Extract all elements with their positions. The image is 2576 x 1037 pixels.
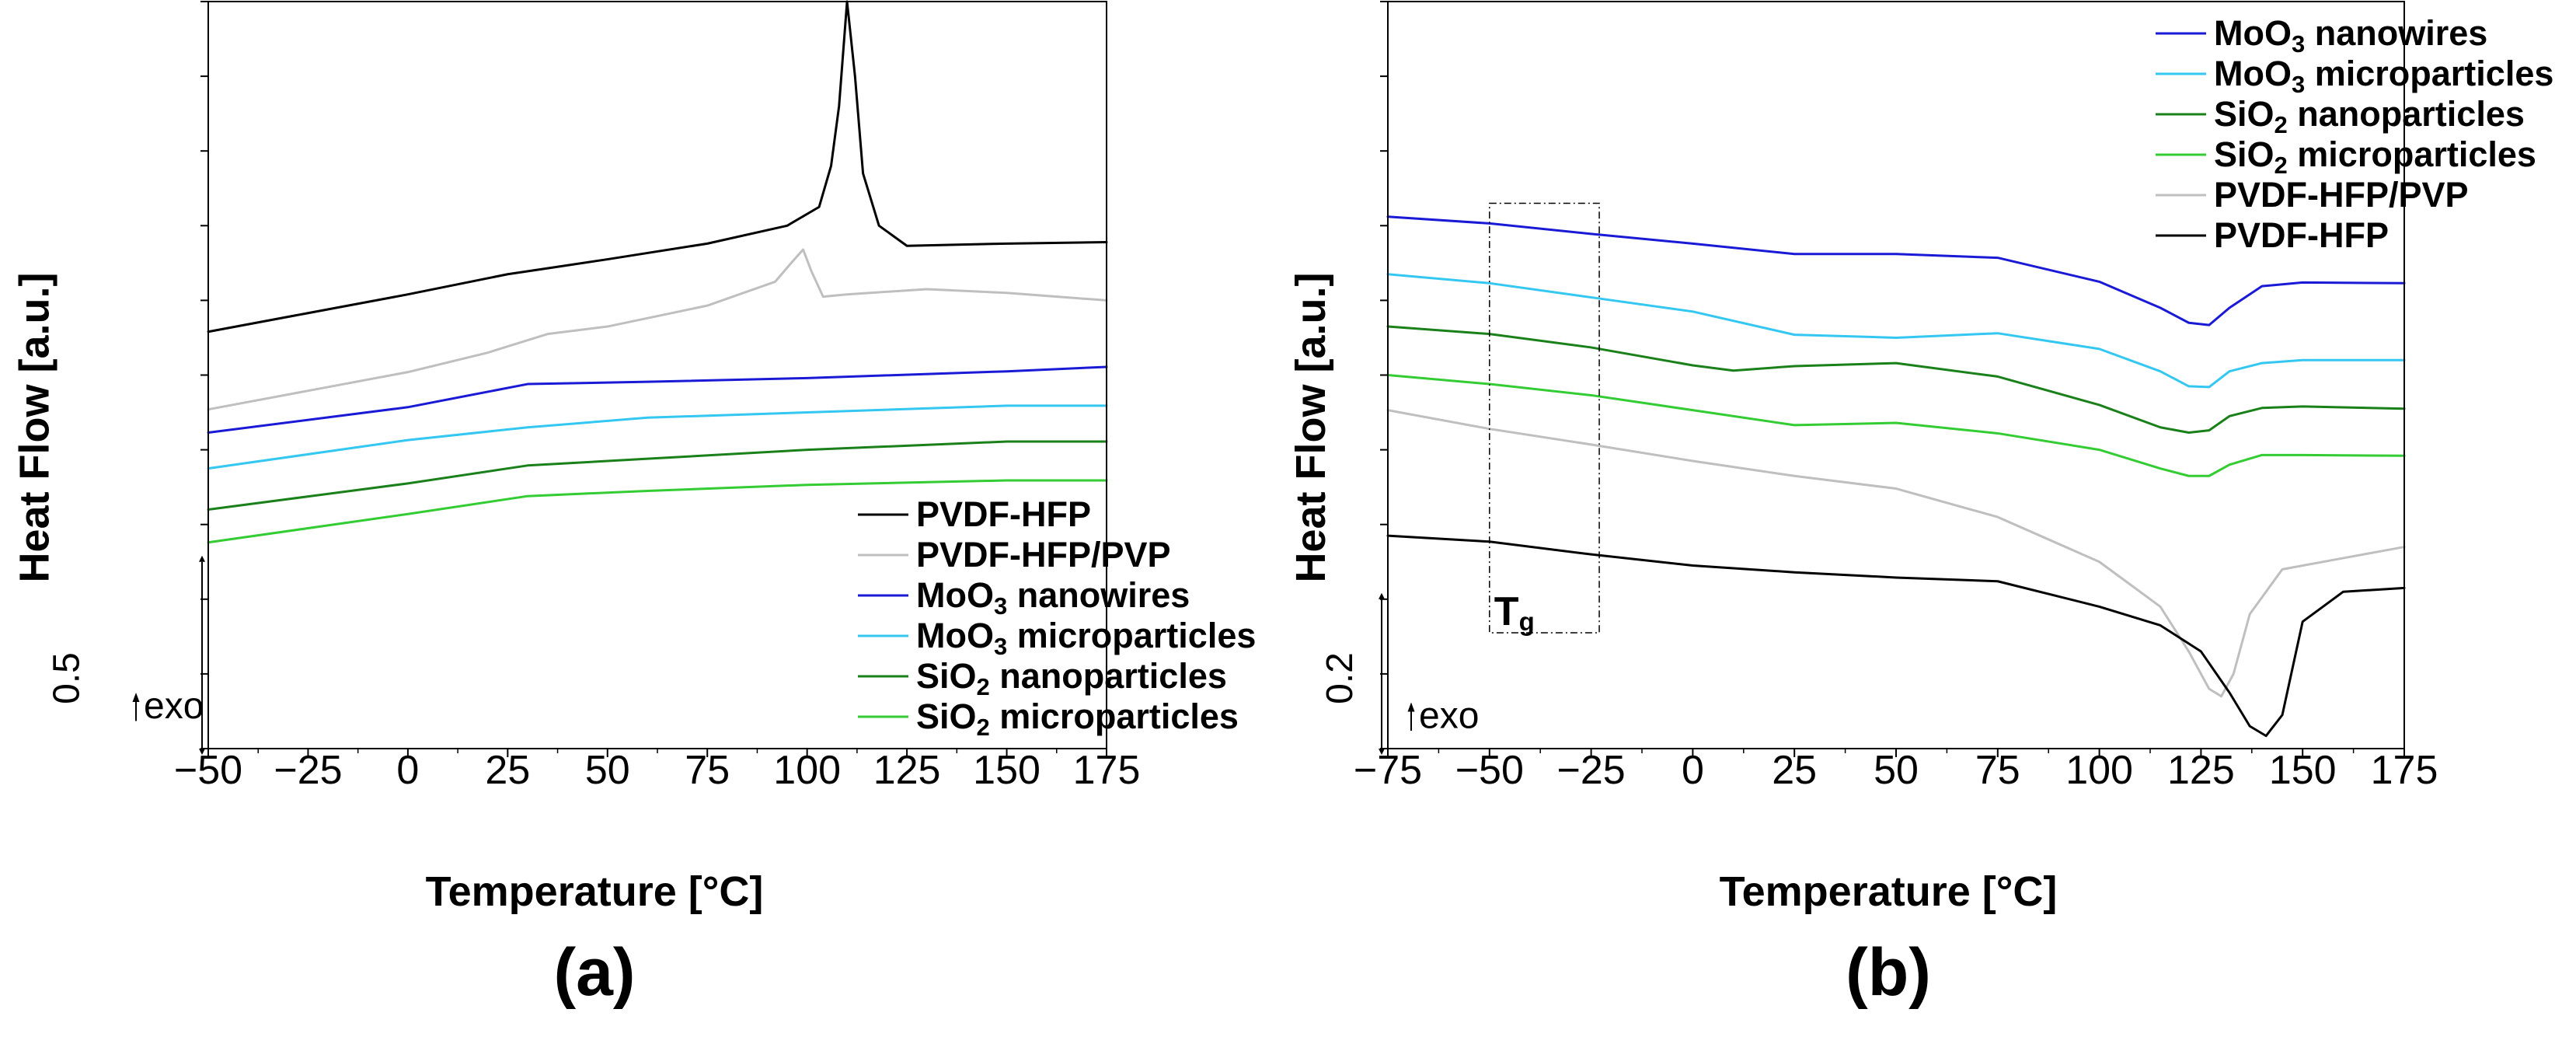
chart-panel-a: −50 −25 0 25 50 75 100 125 150 175 0.5 exo Heat F…	[12, 0, 1256, 1010]
x-tick-label: −25	[1556, 748, 1625, 793]
series-line-moo3-nanowires	[1386, 215, 2406, 326]
legend-label: SiO2 nanoparticles	[2214, 94, 2525, 138]
x-tick-label: 100	[773, 748, 841, 793]
x-tick-label: 175	[1073, 748, 1141, 793]
x-axis-title-b: Temperature [°C]	[1720, 868, 2058, 915]
series-group-a	[207, 0, 1108, 544]
exo-label-b: exo	[1419, 696, 1479, 737]
legend-label: SiO2 nanoparticles	[916, 656, 1227, 700]
legend-label: SiO2 microparticles	[916, 697, 1239, 741]
series-line-sio2-nanoparticles	[207, 440, 1108, 511]
tg-box: Tg	[1489, 202, 1600, 636]
legend-label: PVDF-HFP	[916, 494, 1091, 534]
x-tick-label: −50	[174, 748, 242, 793]
legend-label: PVDF-HFP/PVP	[916, 535, 1171, 574]
exo-label-a: exo	[144, 686, 204, 727]
x-tick-label: 0	[1682, 748, 1704, 793]
x-tick-label: 50	[585, 748, 630, 793]
x-tick-label: −75	[1354, 748, 1422, 793]
exo-note-a: exo	[132, 686, 204, 727]
scale-bar-a: 0.5	[47, 555, 205, 755]
y-axis-title-b: Heat Flow [a.u.]	[1288, 272, 1334, 582]
tick-group-a	[200, 1, 1107, 757]
legend-label: PVDF-HFP/PVP	[2214, 175, 2469, 215]
x-tick-label: 125	[2167, 748, 2235, 793]
x-tick-label: 125	[873, 748, 941, 793]
x-tick-label: −50	[1455, 748, 1524, 793]
x-tick-labels-a: −50 −25 0 25 50 75 100 125 150 175	[174, 748, 1140, 793]
legend-label: MoO3 nanowires	[916, 575, 1190, 620]
panel-label-b: (b)	[1846, 935, 1931, 1010]
x-tick-label: 150	[2269, 748, 2337, 793]
exo-note-b: exo	[1407, 696, 1479, 737]
series-line-sio2-nanoparticles	[1386, 325, 2406, 434]
y-axis-title-a: Heat Flow [a.u.]	[12, 272, 58, 582]
x-tick-label: 75	[685, 748, 730, 793]
x-tick-label: 75	[1975, 748, 2020, 793]
legend-label: MoO3 microparticles	[2214, 54, 2553, 98]
x-tick-labels-b: −75 −50 −25 0 25 50 75 100 125 150 175	[1354, 748, 2438, 793]
scale-bar-label-b: 0.2	[1319, 652, 1361, 704]
series-line-pvdf-hfp-pvp	[207, 248, 1108, 411]
series-line-sio2-microparticles	[207, 479, 1108, 544]
x-tick-label: 100	[2065, 748, 2133, 793]
chart-panel-b: −75 −50 −25 0 25 50 75 100 125 150 175 Tg 0.2 exo …	[1288, 1, 2553, 1010]
arrow-up-icon	[1407, 702, 1415, 712]
series-line-moo3-microparticles	[1386, 273, 2406, 389]
tg-label-main: T	[1494, 589, 1519, 634]
scale-bar-label-a: 0.5	[47, 652, 88, 704]
x-tick-label: 50	[1874, 748, 1919, 793]
legend-label: PVDF-HFP	[2214, 215, 2389, 255]
tg-label-sub: g	[1519, 607, 1535, 636]
x-tick-label: −25	[274, 748, 342, 793]
series-line-moo3-microparticles	[207, 404, 1108, 470]
series-line-sio2-microparticles	[1386, 374, 2406, 477]
x-tick-label: 25	[1772, 748, 1817, 793]
scale-bar-b: 0.2	[1319, 592, 1385, 755]
series-line-moo3-nanowires	[207, 365, 1108, 434]
x-tick-label: 0	[396, 748, 419, 793]
legend-label: SiO2 microparticles	[2214, 134, 2536, 179]
x-axis-title-a: Temperature [°C]	[426, 868, 764, 915]
panel-label-a: (a)	[553, 935, 635, 1010]
series-line-pvdf-hfp	[207, 0, 1108, 333]
tg-label: Tg	[1494, 589, 1535, 636]
series-line-pvdf-hfp-pvp	[1386, 409, 2406, 698]
legend-label: MoO3 nanowires	[2214, 13, 2487, 58]
x-tick-label: 150	[973, 748, 1041, 793]
series-group-b	[1386, 215, 2406, 738]
arrow-up-icon	[132, 693, 140, 702]
x-tick-label: 25	[485, 748, 530, 793]
x-tick-label: 175	[2371, 748, 2438, 793]
series-line-pvdf-hfp	[1386, 534, 2406, 738]
legend-label: MoO3 microparticles	[916, 616, 1256, 660]
